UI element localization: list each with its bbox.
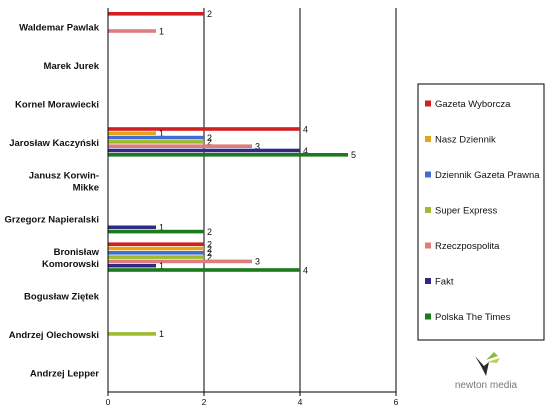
- x-tick-label-4: 4: [298, 397, 303, 407]
- data-label-6-6: 4: [303, 265, 308, 275]
- category-label-6-line-0: Bronisław: [54, 247, 100, 258]
- legend-label-6: Polska The Times: [435, 312, 511, 323]
- bar-6-0: [108, 242, 204, 246]
- legend-swatch-1: [425, 136, 431, 142]
- legend-label-2: Dziennik Gazeta Prawna: [435, 170, 540, 181]
- data-label-0-0: 2: [207, 9, 212, 19]
- category-label-6-line-1: Komorowski: [42, 259, 99, 270]
- category-label-7: Bogusław Ziętek: [24, 292, 100, 303]
- bar-5-5: [108, 225, 156, 230]
- grid-lines: [203, 8, 397, 392]
- legend-swatch-3: [425, 207, 431, 213]
- data-label-0-4: 1: [159, 26, 164, 36]
- category-label-4-line-1: Mikke: [73, 182, 99, 193]
- data-label-3-2: 2: [207, 133, 212, 143]
- bar-3-3: [108, 140, 204, 144]
- data-label-6-4: 3: [255, 257, 260, 267]
- x-tick-label-6: 6: [394, 397, 399, 407]
- bar-0-0: [108, 12, 204, 16]
- legend: Gazeta Wyborcza Nasz Dziennik Dziennik Gaz…: [417, 83, 545, 341]
- newton-media-logo: newton media: [455, 352, 518, 391]
- bar-3-1: [108, 131, 156, 136]
- legend-label-0: Gazeta Wyborcza: [435, 99, 511, 110]
- data-label-3-0: 4: [303, 124, 308, 134]
- bar-5-6: [108, 229, 204, 234]
- legend-swatch-4: [425, 242, 431, 249]
- legend-box: [417, 83, 545, 341]
- category-labels: Waldemar Pawlak Marek Jurek Kornel Morawie…: [4, 23, 99, 380]
- data-label-8-3: 1: [159, 329, 164, 339]
- category-label-3: Jarosław Kaczyński: [9, 138, 99, 149]
- bar-6-4: [108, 259, 252, 264]
- bar-3-5: [108, 148, 300, 153]
- bar-6-6: [108, 268, 300, 272]
- legend-swatch-5: [425, 278, 431, 284]
- bar-0-4: [108, 29, 156, 33]
- bar-6-1: [108, 246, 204, 251]
- data-label-5-5: 1: [159, 223, 164, 233]
- category-label-5: Grzegorz Napieralski: [4, 215, 99, 226]
- category-label-8: Andrzej Olechowski: [9, 330, 99, 341]
- bar-6-2: [108, 251, 204, 255]
- data-label-3-6: 5: [351, 150, 356, 160]
- legend-swatch-0: [425, 100, 431, 107]
- legend-label-4: Rzeczpospolita: [435, 241, 500, 252]
- data-label-6-2: 2: [207, 248, 212, 258]
- data-label-6-0: 2: [207, 240, 212, 250]
- x-tick-label-0: 0: [106, 397, 111, 407]
- bar-6-5: [108, 263, 156, 268]
- bar-3-4: [108, 144, 252, 148]
- bar-8-3: [108, 332, 156, 336]
- bar-3-2: [108, 135, 204, 140]
- legend-label-1: Nasz Dziennik: [435, 135, 496, 146]
- data-label-6-3: 2: [207, 252, 212, 262]
- legend-swatch-6: [425, 313, 431, 320]
- data-label-3-1: 1: [159, 129, 164, 139]
- data-label-3-4: 3: [255, 142, 260, 152]
- legend-label-5: Fakt: [435, 277, 454, 288]
- data-label-5-6: 2: [207, 227, 212, 237]
- legend-swatch-2: [425, 171, 431, 178]
- category-label-2: Kornel Morawiecki: [15, 100, 99, 111]
- x-tick-label-2: 2: [202, 397, 207, 407]
- data-label-3-5: 4: [303, 146, 308, 156]
- bar-3-0: [108, 127, 300, 131]
- category-label-9: Andrzej Lepper: [30, 368, 99, 379]
- category-label-0: Waldemar Pawlak: [19, 23, 100, 34]
- category-label-4-line-0: Janusz Korwin-: [29, 170, 99, 181]
- legend-label-3: Super Express: [435, 206, 498, 217]
- data-label-6-1: 2: [207, 244, 212, 254]
- x-axis: 0 2 4 6: [106, 8, 399, 407]
- data-label-3-3: 2: [207, 137, 212, 147]
- category-label-1: Marek Jurek: [44, 61, 100, 72]
- logo-text: newton media: [455, 380, 518, 391]
- bar-3-6: [108, 153, 348, 157]
- data-label-6-5: 1: [159, 261, 164, 271]
- bird-icon: [475, 352, 500, 376]
- bar-6-3: [108, 255, 204, 259]
